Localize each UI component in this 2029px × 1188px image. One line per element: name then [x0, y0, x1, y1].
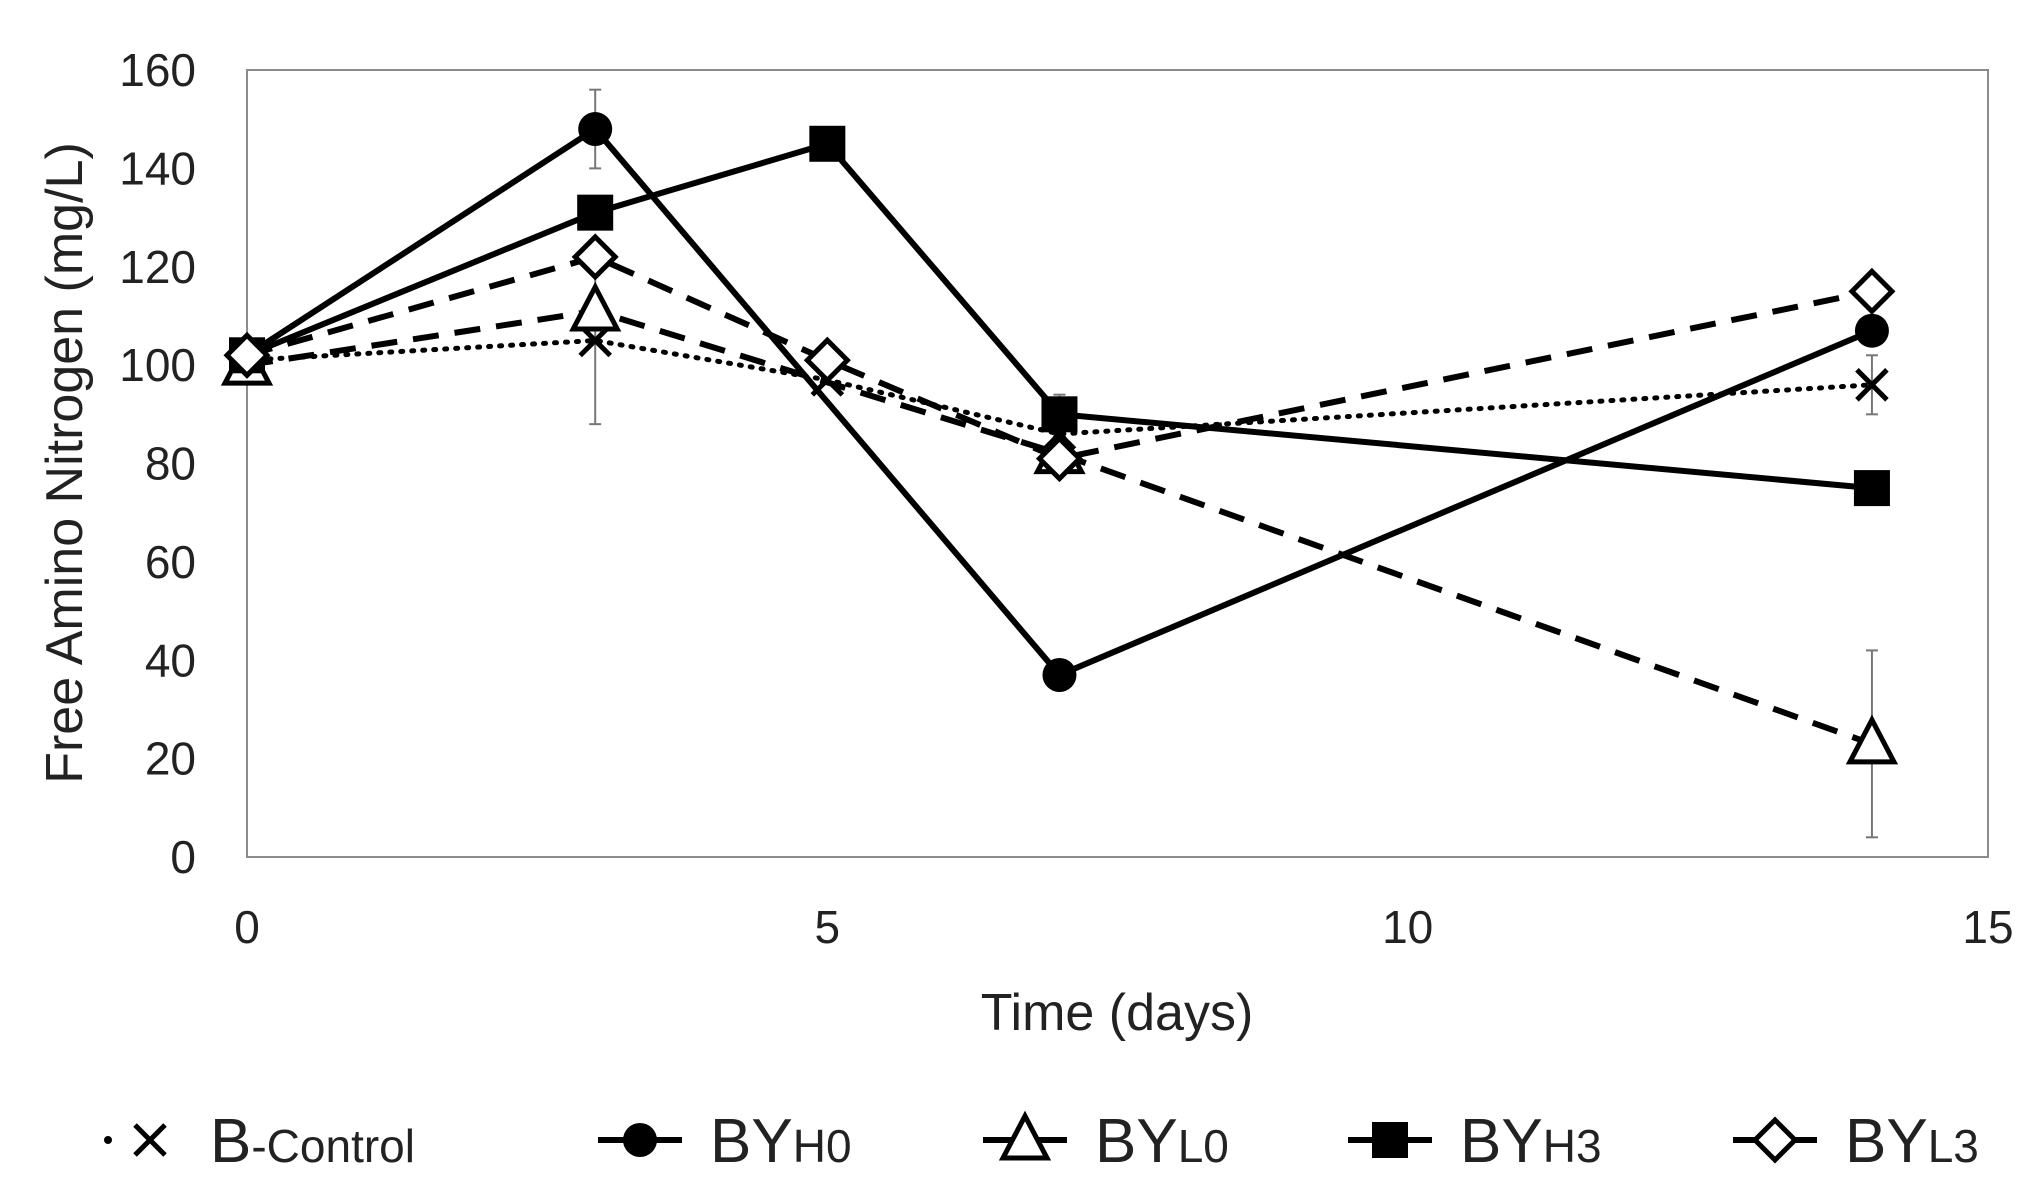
- legend-item-byh3: BYH3: [1348, 1107, 1602, 1176]
- legend-marker-icon: [1372, 1122, 1408, 1158]
- legend-dot: [104, 1136, 112, 1144]
- legend-label: BYL3: [1845, 1107, 1979, 1176]
- marker-byl0: [1845, 714, 1899, 765]
- marker-byl0: [569, 281, 622, 332]
- x-tick-label: 10: [1382, 901, 1433, 953]
- legend-marker-icon: [133, 1123, 167, 1157]
- legend-item-b-control: B-Control: [104, 1107, 415, 1176]
- series-markers: [220, 112, 1899, 765]
- y-tick-label: 100: [119, 339, 196, 391]
- y-axis-ticks: 0 20 40 60 80 100 120 140 160: [119, 44, 196, 883]
- legend: B-Control BYH0 BYL0 BYH3 BYL3: [104, 1107, 1979, 1176]
- x-tick-label: 5: [815, 901, 841, 953]
- x-axis-ticks: 0 5 10 15: [234, 901, 2013, 953]
- y-tick-label: 140: [119, 142, 196, 194]
- marker-byl3: [571, 233, 619, 281]
- y-tick-label: 20: [145, 733, 196, 785]
- marker-byh3: [809, 125, 846, 162]
- legend-item-byl0: BYL0: [983, 1107, 1229, 1176]
- legend-item-byh0: BYH0: [598, 1107, 852, 1176]
- y-tick-label: 0: [170, 831, 196, 883]
- plot-area: [246, 69, 1989, 858]
- legend-marker-icon: [998, 1110, 1052, 1161]
- y-tick-label: 40: [145, 634, 196, 686]
- y-tick-label: 160: [119, 44, 196, 96]
- marker-byh0: [1854, 313, 1889, 348]
- legend-label: BYL0: [1095, 1107, 1229, 1176]
- marker-byl3: [1035, 435, 1084, 483]
- marker-byl3: [803, 336, 851, 384]
- y-tick-label: 120: [119, 241, 196, 293]
- legend-marker-icon: [1751, 1116, 1799, 1164]
- legend-label: BYH0: [710, 1107, 852, 1176]
- legend-label: BYH3: [1460, 1107, 1602, 1176]
- y-tick-label: 60: [145, 536, 196, 588]
- x-tick-label: 0: [234, 901, 260, 953]
- marker-byh3: [1853, 470, 1890, 507]
- legend-label: B-Control: [210, 1107, 415, 1176]
- y-axis-title: Free Amino Nitrogen (mg/L): [36, 142, 94, 784]
- y-tick-label: 80: [145, 438, 196, 490]
- x-axis-title: Time (days): [981, 984, 1254, 1042]
- legend-item-byl3: BYL3: [1733, 1107, 1979, 1176]
- marker-b-control: [1855, 368, 1889, 402]
- x-tick-label: 15: [1962, 901, 2013, 953]
- marker-byh3: [577, 194, 614, 231]
- legend-marker-icon: [623, 1123, 657, 1157]
- marker-byh0: [1042, 658, 1077, 693]
- marker-byl3: [1848, 267, 1896, 315]
- marker-byh0: [578, 112, 613, 147]
- marker-byl3: [223, 331, 271, 379]
- series-line-byh0: [245, 126, 1874, 678]
- marker-byh3: [1041, 396, 1078, 433]
- series-line-byl3: [246, 253, 1873, 462]
